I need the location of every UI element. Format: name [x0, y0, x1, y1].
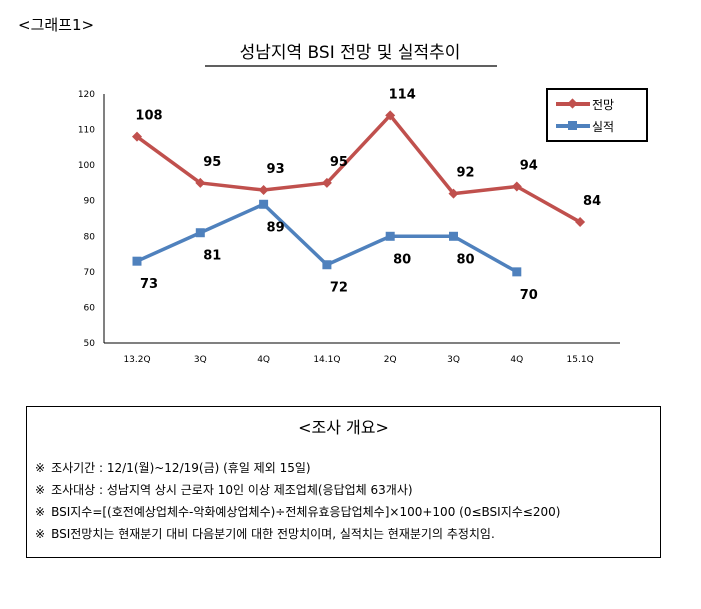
bsi-line-chart: 성남지역 BSI 전망 및 실적추이 50 60 70 80 90 100 110 120 1…: [78, 43, 620, 365]
actual-point: [512, 267, 522, 277]
x-tick-label: 3Q: [194, 355, 207, 365]
y-tick-label: 90: [84, 197, 96, 207]
forecast-value-label: 95: [203, 155, 221, 170]
survey-line-text: 조사대상 : 성남지역 상시 근로자 10인 이상 제조업체(응답업체 63개사…: [51, 483, 413, 497]
y-tick-label: 80: [84, 232, 96, 242]
legend-swatch-actual: [556, 119, 590, 133]
x-ticks: 13.2Q 3Q 4Q 14.1Q 2Q 3Q 4Q 15.1Q: [123, 355, 593, 365]
x-tick-label: 2Q: [384, 355, 397, 365]
survey-title: <조사 개요>: [298, 418, 389, 437]
actual-value-label: 81: [203, 249, 221, 264]
forecast-point: [132, 131, 142, 142]
actual-value-label: 73: [140, 277, 158, 292]
legend-label-actual: 실적: [592, 119, 615, 134]
actual-point: [259, 199, 269, 209]
y-tick-label: 70: [84, 268, 96, 278]
survey-line-target: ※ 조사대상 : 성남지역 상시 근로자 10인 이상 제조업체(응답업체 63개…: [35, 481, 413, 498]
survey-line-formula: ※ BSI지수=[(호전예상업체수-악화예상업체수)÷전체유효응답업체수]×100…: [35, 503, 560, 520]
survey-line-note: ※ BSI전망치는 현재분기 대비 다음분기에 대한 전망치이며, 실적치는 현재…: [35, 525, 495, 542]
x-tick-label: 14.1Q: [313, 355, 340, 365]
legend: 전망 실적: [546, 88, 648, 142]
forecast-point: [448, 188, 459, 199]
actual-value-label: 70: [520, 288, 538, 303]
actual-value-label: 80: [456, 252, 474, 267]
graph-label: <그래프1>: [18, 16, 95, 34]
note-mark: ※: [35, 527, 46, 541]
x-tick-label: 13.2Q: [123, 355, 150, 365]
y-ticks: 50 60 70 80 90 100 110 120: [78, 90, 95, 349]
x-tick-label: 4Q: [510, 355, 523, 365]
note-mark: ※: [35, 483, 46, 497]
x-tick-label: 3Q: [447, 355, 460, 365]
actual-value-label: 80: [393, 252, 411, 267]
survey-overview-box: <조사 개요> ※ 조사기간 : 12/1(월)~12/19(금) (휴일 제외 …: [26, 406, 661, 558]
survey-line-text: 조사기간 : 12/1(월)~12/19(금) (휴일 제외 15일): [51, 461, 311, 475]
actual-value-label: 89: [267, 220, 285, 235]
forecast-point: [258, 185, 269, 196]
survey-line-text: BSI지수=[(호전예상업체수-악화예상업체수)÷전체유효응답업체수]×100+…: [51, 505, 561, 519]
y-tick-label: 120: [78, 90, 95, 100]
survey-line-period: ※ 조사기간 : 12/1(월)~12/19(금) (휴일 제외 15일): [35, 459, 311, 476]
forecast-value-label: 95: [330, 155, 348, 170]
forecast-value-label: 93: [267, 162, 285, 177]
actual-point: [132, 256, 142, 266]
actual-point: [385, 231, 395, 241]
y-tick-label: 50: [84, 339, 96, 349]
chart-title: 성남지역 BSI 전망 및 실적추이: [240, 43, 461, 63]
legend-item-forecast: 전망: [556, 96, 614, 112]
data-labels: 108 95 93 95 114 92 94 84 73 81 89 72 80 80 70: [135, 87, 601, 303]
forecast-point: [195, 177, 206, 188]
legend-item-actual: 실적: [556, 118, 614, 134]
y-tick-label: 100: [78, 161, 95, 171]
forecast-point: [321, 177, 332, 188]
x-tick-label: 15.1Q: [567, 355, 594, 365]
legend-swatch-forecast: [556, 97, 590, 111]
forecast-value-label: 84: [583, 194, 601, 209]
forecast-value-label: 92: [456, 166, 474, 181]
forecast-value-label: 94: [520, 158, 538, 173]
x-tick-label: 4Q: [257, 355, 270, 365]
survey-line-text: BSI전망치는 현재분기 대비 다음분기에 대한 전망치이며, 실적치는 현재분…: [51, 527, 495, 541]
actual-point: [195, 228, 205, 238]
forecast-value-label: 108: [135, 109, 162, 124]
series-layer: [132, 110, 586, 277]
y-tick-label: 60: [84, 303, 96, 313]
actual-point: [322, 260, 332, 270]
forecast-point: [511, 181, 522, 192]
forecast-value-label: 114: [389, 87, 416, 102]
y-tick-label: 110: [78, 126, 95, 136]
forecast-point: [575, 217, 586, 228]
actual-point: [449, 231, 458, 241]
legend-label-forecast: 전망: [592, 97, 615, 112]
note-mark: ※: [35, 505, 46, 519]
series-line-forecast: [135, 113, 581, 224]
forecast-point: [385, 110, 396, 121]
note-mark: ※: [35, 461, 46, 475]
actual-value-label: 72: [330, 281, 348, 296]
